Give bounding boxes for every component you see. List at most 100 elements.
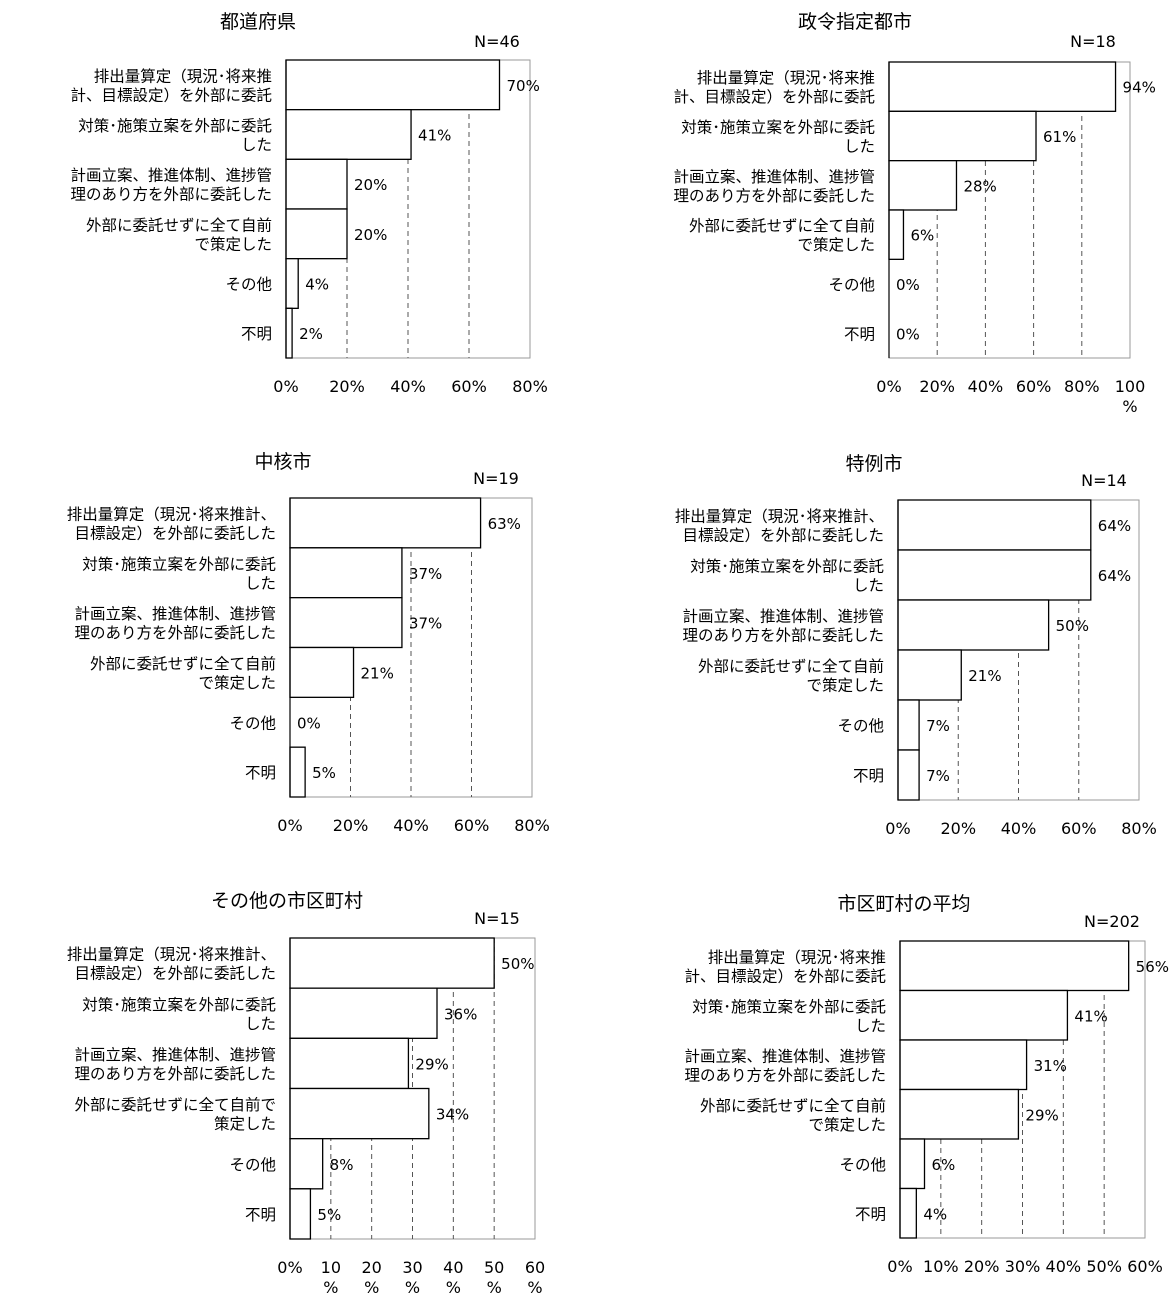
category-label: その他 bbox=[839, 1156, 886, 1174]
category-label: 理のあり方を外部に委託した bbox=[684, 1066, 886, 1084]
bar bbox=[289, 547, 403, 599]
sample-size-label: N=46 bbox=[474, 32, 520, 51]
bar bbox=[897, 499, 1092, 551]
tick-label: % bbox=[323, 1278, 338, 1297]
tick-label: 60% bbox=[1127, 1257, 1163, 1276]
category-label: 外部に委託せずに全て自前で bbox=[74, 1096, 276, 1114]
value-label: 0% bbox=[896, 276, 920, 294]
category-label: 対策･施策立案を外部に委託 bbox=[78, 117, 272, 135]
tick-label: 20% bbox=[333, 816, 369, 835]
tick-label: 60% bbox=[451, 377, 487, 396]
category-label: で策定した bbox=[808, 1116, 886, 1134]
tick-label: % bbox=[487, 1278, 502, 1297]
value-label: 4% bbox=[923, 1205, 947, 1223]
category-label: した bbox=[241, 136, 272, 154]
value-label: 50% bbox=[1056, 617, 1089, 635]
category-label: した bbox=[245, 1015, 276, 1033]
tick-label: 20% bbox=[940, 819, 976, 838]
category-label: で策定した bbox=[194, 235, 272, 253]
bar bbox=[285, 307, 293, 359]
value-label: 20% bbox=[354, 226, 387, 244]
value-label: 21% bbox=[968, 667, 1001, 685]
tick-label: 80% bbox=[1121, 819, 1157, 838]
tick-label: 40% bbox=[393, 816, 429, 835]
tick-label: 0% bbox=[277, 1258, 302, 1277]
category-label: その他 bbox=[229, 1156, 276, 1174]
chart-title: 政令指定都市 bbox=[798, 11, 912, 33]
category-label: 理のあり方を外部に委託した bbox=[70, 186, 272, 204]
category-label: 計、目標設定）を外部に委託 bbox=[673, 88, 875, 106]
category-label: その他 bbox=[225, 276, 272, 294]
tick-label: 60 bbox=[525, 1258, 545, 1277]
tick-label: 100 bbox=[1115, 377, 1146, 396]
category-label: 計、目標設定）を外部に委託 bbox=[684, 967, 886, 985]
chart-panel: 94% 排出量算定（現況･将来推計、目標設定）を外部に委託 61% 対策･施策立案を外… bbox=[673, 11, 1155, 416]
value-label: 31% bbox=[1034, 1057, 1067, 1075]
value-label: 21% bbox=[361, 664, 394, 682]
chart-panel: 63% 排出量算定（現況･将来推計、目標設定）を外部に委託した 37% 対策･施策立案… bbox=[67, 451, 550, 835]
category-label: 目標設定）を外部に委託した bbox=[74, 524, 276, 542]
chart-title: 都道府県 bbox=[220, 11, 296, 33]
category-label: 計画立案、推進体制、進捗管 bbox=[74, 1046, 276, 1064]
tick-label: 40 bbox=[443, 1258, 463, 1277]
category-label: で策定した bbox=[806, 677, 884, 695]
chart-panel: 70% 排出量算定（現況･将来推計、目標設定）を外部に委託 41% 対策･施策立案を外… bbox=[70, 11, 547, 396]
value-label: 6% bbox=[932, 1156, 956, 1174]
category-label: 排出量算定（現況･将来推計、 bbox=[67, 945, 276, 964]
value-label: 2% bbox=[299, 325, 323, 343]
tick-label: 30 bbox=[402, 1258, 422, 1277]
tick-label: % bbox=[1122, 397, 1137, 416]
bar bbox=[897, 549, 1092, 601]
bar bbox=[285, 208, 348, 260]
bar bbox=[897, 599, 1050, 651]
category-label: 対策･施策立案を外部に委託 bbox=[692, 998, 886, 1016]
category-label: 対策･施策立案を外部に委託 bbox=[82, 555, 276, 573]
bar bbox=[899, 1187, 917, 1239]
category-label: 対策･施策立案を外部に委託 bbox=[690, 558, 884, 576]
value-label: 37% bbox=[409, 565, 442, 583]
value-label: 37% bbox=[409, 615, 442, 633]
bar bbox=[289, 1037, 410, 1090]
category-label: 排出量算定（現況･将来推 bbox=[697, 68, 875, 87]
value-label: 41% bbox=[418, 127, 451, 145]
bar bbox=[289, 497, 482, 549]
category-label: その他 bbox=[837, 717, 884, 735]
tick-label: 20% bbox=[329, 377, 365, 396]
chart-title: 市区町村の平均 bbox=[837, 893, 970, 915]
value-label: 41% bbox=[1074, 1007, 1107, 1025]
tick-label: % bbox=[364, 1278, 379, 1297]
value-label: 94% bbox=[1123, 79, 1156, 97]
category-label: 計画立案、推進体制、進捗管 bbox=[684, 1047, 886, 1065]
bar bbox=[289, 937, 495, 989]
category-label: 対策･施策立案を外部に委託 bbox=[82, 996, 276, 1014]
tick-label: 0% bbox=[885, 819, 910, 838]
bar bbox=[888, 61, 1117, 112]
tick-label: 50 bbox=[484, 1258, 504, 1277]
tick-label: 10% bbox=[923, 1257, 959, 1276]
tick-label: 40% bbox=[968, 377, 1004, 396]
category-label: 理のあり方を外部に委託した bbox=[74, 1065, 276, 1083]
tick-label: 40% bbox=[390, 377, 426, 396]
chart-panel: 64% 排出量算定（現況･将来推計、目標設定）を外部に委託した 64% 対策･施策立案… bbox=[675, 453, 1157, 838]
sample-size-label: N=18 bbox=[1070, 32, 1116, 51]
tick-label: 80% bbox=[514, 816, 550, 835]
tick-label: 80% bbox=[512, 377, 548, 396]
category-label: 排出量算定（現況･将来推計、 bbox=[67, 504, 276, 523]
chart-title: 特例市 bbox=[845, 453, 902, 475]
category-label: 対策･施策立案を外部に委託 bbox=[681, 119, 875, 137]
chart-panel: 56% 排出量算定（現況･将来推計、目標設定）を外部に委託 41% 対策･施策立案を外… bbox=[684, 893, 1169, 1276]
category-label: 排出量算定（現況･将来推 bbox=[94, 66, 272, 85]
category-label: 外部に委託せずに全て自前 bbox=[698, 658, 884, 676]
bar bbox=[899, 1088, 1020, 1140]
category-label: 不明 bbox=[855, 1205, 886, 1223]
bar bbox=[888, 160, 958, 211]
category-label: 外部に委託せずに全て自前 bbox=[689, 217, 875, 235]
bar bbox=[899, 989, 1069, 1041]
category-label: で策定した bbox=[797, 236, 875, 254]
tick-label: 0% bbox=[876, 377, 901, 396]
tick-label: 30% bbox=[1005, 1257, 1041, 1276]
value-label: 64% bbox=[1098, 517, 1131, 535]
category-label: 不明 bbox=[853, 767, 884, 785]
tick-label: 0% bbox=[277, 816, 302, 835]
bar bbox=[289, 987, 438, 1039]
